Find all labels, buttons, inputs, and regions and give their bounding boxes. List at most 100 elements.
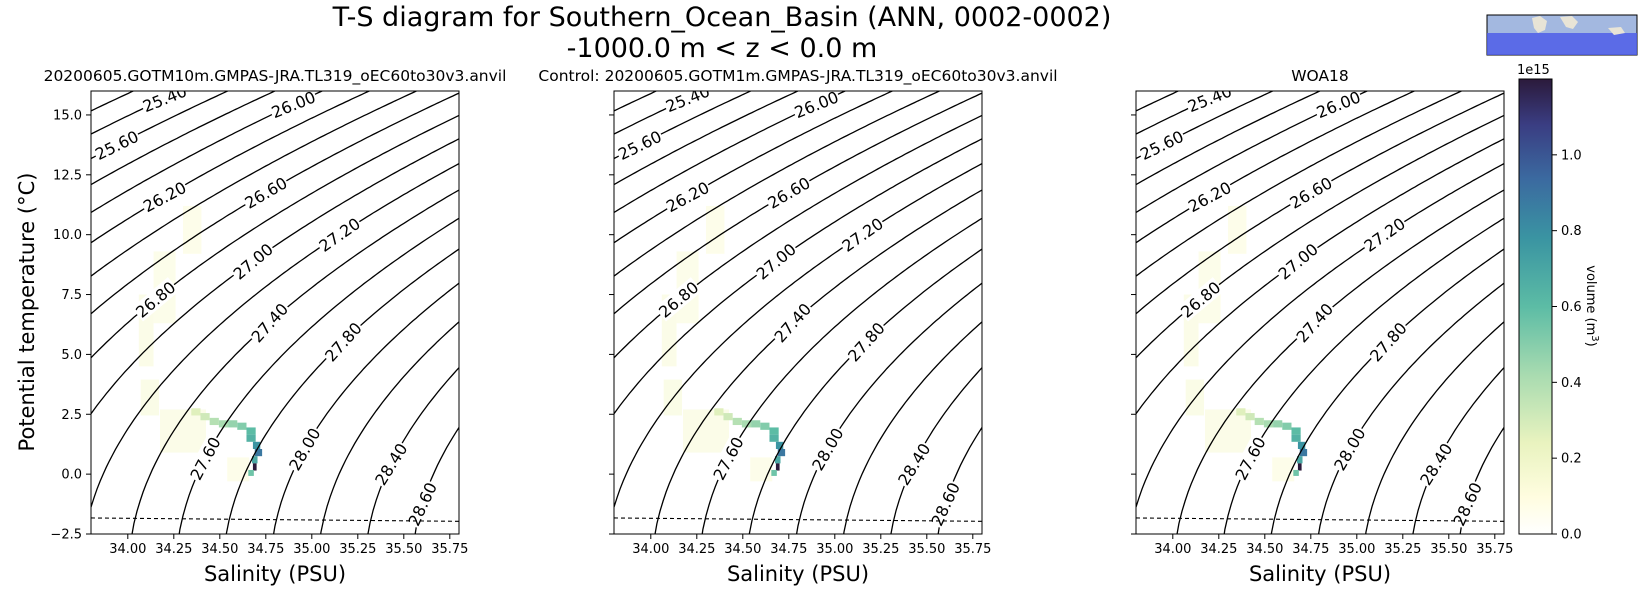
contour-label: 25.40 (663, 81, 713, 116)
density-contour (614, 138, 982, 415)
x-axis-label: Salinity (PSU) (204, 562, 346, 586)
histogram-cell (760, 422, 770, 430)
contour-label: 25.60 (615, 127, 665, 164)
density-contour (654, 189, 982, 534)
contour-label-bg (1184, 177, 1235, 216)
contour-label-bg (1329, 423, 1370, 475)
contour-label-bg (791, 91, 842, 122)
histogram-cell (228, 420, 238, 428)
contour-label-bg (228, 239, 277, 284)
density-contour (1365, 321, 1504, 534)
contour-label-bg (370, 439, 412, 489)
x-tick-label: 34.25 (155, 542, 192, 557)
colorbar-label-close: ) (1583, 342, 1598, 347)
x-tick-label: 34.00 (1154, 542, 1191, 557)
x-tick-label: 34.25 (678, 542, 715, 557)
contour-label-bg (240, 172, 291, 213)
contour-label-bg (185, 433, 225, 484)
contour-label-bg (320, 318, 366, 366)
histogram-cell (775, 456, 781, 464)
contour-label: 28.40 (371, 440, 411, 489)
contour-label-bg (139, 177, 190, 216)
histogram-cell (1272, 457, 1295, 482)
density-contour (614, 91, 658, 112)
x-tick-label: 34.75 (770, 542, 807, 557)
x-tick-label: 35.50 (1430, 542, 1467, 557)
x-tick-label: 35.00 (816, 542, 853, 557)
colorbar-tick-label: 0.2 (1561, 452, 1582, 467)
panel-control: Control: 20200605.GOTM1m.GMPAS-JRA.TL319… (538, 67, 1057, 586)
histogram-cell (775, 441, 784, 449)
histogram-cell (227, 457, 250, 482)
density-contour (1136, 163, 1504, 508)
axes-frame (90, 90, 460, 535)
contour-label: 26.00 (269, 87, 319, 122)
contour-label: 25.60 (1137, 127, 1187, 164)
x-tick-label: 34.50 (1246, 542, 1283, 557)
colorbar-tick-label: 0.8 (1561, 224, 1582, 239)
contour-label-bg (1184, 91, 1235, 116)
contour-label: 25.40 (1185, 81, 1235, 116)
density-contour (91, 138, 459, 415)
panel-title: WOA18 (1291, 67, 1349, 85)
contour-label-bg (807, 423, 848, 475)
y-tick-label: 0.0 (61, 468, 82, 483)
y-tick-label: 10.0 (53, 228, 82, 243)
y-axis-label: Potential temperature (°C) (15, 173, 39, 452)
histogram-cell (1297, 456, 1303, 464)
contour-label-bg (139, 91, 190, 116)
contour-label: 26.00 (792, 87, 842, 122)
colorbar-tick-label: 0.0 (1561, 528, 1582, 543)
contour-label-bg (1365, 318, 1411, 366)
density-contour (1136, 91, 1228, 135)
colorbar-gradient (1518, 78, 1553, 535)
histogram-cell (1228, 205, 1247, 254)
contour-label-bg (1230, 433, 1270, 484)
histogram-cell (252, 463, 257, 471)
x-tick-label: 35.25 (339, 542, 376, 557)
density-contour (91, 163, 459, 508)
contour-label: 27.00 (753, 240, 800, 284)
contour-label-bg (1313, 91, 1364, 122)
x-axis-label: Salinity (PSU) (1249, 562, 1391, 586)
x-tick-label: 35.75 (954, 542, 991, 557)
histogram-cell (1291, 427, 1301, 435)
colorbar-tick-label: 0.6 (1561, 300, 1582, 315)
colorbar-tick-label: 0.4 (1561, 376, 1582, 391)
density-contour (320, 321, 459, 534)
contour-label-bg (927, 478, 964, 530)
histogram-cell (252, 441, 261, 449)
contour-label: 25.40 (140, 81, 190, 116)
x-tick-label: 34.75 (1292, 542, 1329, 557)
colorbar-label-text: volume (m (1583, 265, 1598, 335)
figure-title: T-S diagram for Southern_Ocean_Basin (AN… (332, 2, 1112, 33)
histogram-cell (777, 448, 786, 457)
histogram-cell (200, 413, 210, 421)
contour-label-bg (246, 298, 293, 347)
density-contour (1136, 91, 1180, 112)
histogram-cell (1291, 434, 1301, 442)
histogram-cell (209, 417, 219, 426)
contour-label-bg (708, 433, 748, 484)
histogram-cell (1245, 413, 1255, 421)
contour-label: 26.60 (241, 173, 290, 212)
contour-label-bg (843, 318, 889, 366)
x-tick-label: 34.00 (632, 542, 669, 557)
colorbar-label-sup: 3 (1589, 335, 1600, 341)
density-contour (178, 217, 459, 534)
histogram-cell (1273, 420, 1283, 428)
histogram-cell (1293, 469, 1299, 476)
contour-label-bg (763, 172, 814, 213)
y-tick-label: 12.5 (53, 168, 82, 183)
contour-label: 28.00 (1330, 425, 1369, 474)
histogram-cell (741, 420, 752, 428)
contour-label: 28.40 (1416, 440, 1456, 489)
axes-frame (613, 90, 983, 535)
x-tick-label: 34.25 (1200, 542, 1237, 557)
colorbar: 1e15 0.0 0.2 0.4 0.6 0.8 1.0 volume (m3) (1517, 63, 1600, 543)
panel-title: 20200605.GOTM10m.GMPAS-JRA.TL319_oEC60to… (44, 67, 507, 86)
x-tick-label: 34.50 (724, 542, 761, 557)
contour-label-bg (662, 177, 713, 216)
